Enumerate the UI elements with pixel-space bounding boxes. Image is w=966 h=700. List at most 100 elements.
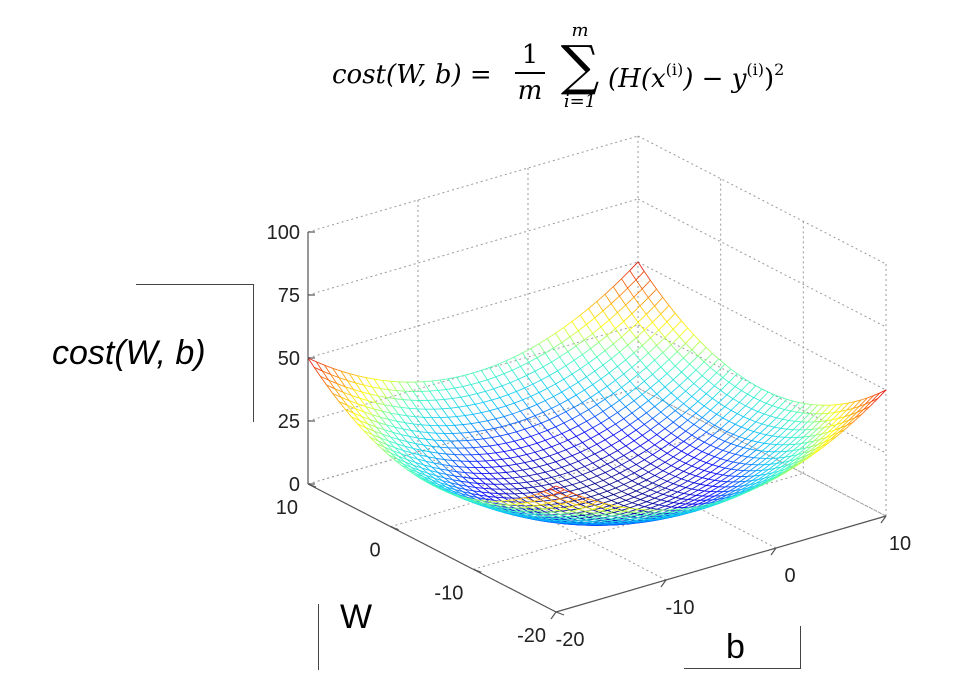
mesh-segment	[412, 448, 420, 456]
mesh-segment	[536, 473, 544, 480]
mesh-segment	[409, 407, 418, 410]
mesh-segment	[545, 511, 552, 514]
mesh-segment	[404, 422, 414, 425]
mesh-segment	[547, 463, 554, 471]
mesh-segment	[406, 415, 414, 425]
mesh-segment	[495, 418, 503, 427]
grid-line-wall-w	[307, 198, 639, 296]
mesh-segment	[473, 490, 482, 493]
mesh-segment	[359, 420, 369, 425]
mesh-segment	[639, 360, 647, 368]
mesh-segment	[631, 313, 639, 323]
mesh-segment	[431, 484, 439, 489]
mesh-segment	[716, 363, 726, 373]
mesh-segment	[531, 493, 538, 497]
mesh-segment	[712, 435, 719, 439]
mesh-segment	[543, 407, 552, 413]
mesh-segment	[685, 499, 695, 505]
mesh-segment	[813, 439, 821, 442]
mesh-segment	[355, 382, 364, 386]
mesh-segment	[396, 443, 406, 447]
mesh-segment	[739, 402, 746, 407]
mesh-segment	[415, 443, 422, 451]
mesh-segment	[743, 377, 750, 383]
mesh-segment	[567, 399, 575, 408]
mesh-segment	[704, 485, 713, 492]
mesh-segment	[745, 463, 752, 466]
mesh-segment	[538, 392, 546, 401]
mesh-segment	[621, 506, 631, 509]
mesh-segment	[782, 410, 792, 420]
mesh-segment	[499, 466, 507, 473]
mesh-segment	[402, 399, 410, 409]
mesh-segment	[565, 502, 573, 507]
mesh-segment	[584, 462, 593, 467]
mesh-segment	[623, 505, 631, 509]
mesh-segment	[617, 304, 626, 313]
mesh-segment	[637, 313, 647, 323]
mesh-segment	[561, 342, 569, 352]
mesh-segment	[448, 484, 457, 488]
mesh-segment	[819, 442, 829, 450]
mesh-segment	[623, 484, 631, 489]
mesh-segment	[642, 429, 651, 436]
mesh-segment	[668, 305, 676, 314]
mesh-segment	[541, 483, 550, 487]
mesh-segment	[447, 378, 455, 389]
mesh-segment	[487, 420, 495, 429]
mesh-segment	[671, 506, 678, 508]
mesh-segment	[625, 496, 635, 501]
mesh-segment	[481, 491, 490, 494]
mesh-segment	[761, 415, 771, 425]
mesh-segment	[708, 380, 715, 387]
mesh-segment	[695, 369, 703, 376]
mesh-segment	[501, 423, 511, 428]
mesh-segment	[584, 489, 593, 494]
mesh-segment	[357, 375, 366, 379]
mesh-segment	[869, 398, 879, 408]
mesh-segment	[633, 288, 643, 298]
mesh-segment	[491, 466, 499, 474]
z-tick-label: 25	[278, 411, 300, 433]
mesh-segment	[557, 489, 565, 494]
mesh-segment	[549, 455, 556, 463]
mesh-segment	[348, 373, 356, 384]
mesh-segment	[557, 508, 565, 512]
mesh-segment	[479, 478, 486, 485]
mesh-segment	[753, 397, 761, 401]
mesh-segment	[534, 411, 544, 417]
mesh-segment	[316, 361, 325, 366]
mesh-segment	[561, 386, 571, 393]
mesh-segment	[687, 419, 695, 425]
mesh-segment	[582, 471, 591, 476]
mesh-segment	[443, 399, 451, 409]
mesh-segment	[588, 448, 596, 455]
mesh-segment	[402, 450, 410, 457]
mesh-segment	[679, 419, 688, 428]
mesh-segment	[710, 402, 719, 411]
mesh-segment	[447, 416, 455, 426]
mesh-segment	[382, 448, 389, 456]
mesh-segment	[728, 486, 738, 492]
mesh-segment	[382, 433, 389, 442]
grid-line-floor-w	[390, 430, 721, 528]
grid-line-wall-b	[637, 261, 887, 391]
mesh-segment	[386, 424, 393, 433]
mesh-segment	[466, 485, 474, 492]
mesh-segment	[577, 381, 585, 391]
mesh-segment	[660, 305, 670, 315]
mesh-segment	[555, 333, 563, 343]
mesh-segment	[594, 453, 602, 460]
mesh-segment	[542, 411, 550, 420]
mesh-segment	[669, 495, 676, 499]
mesh-segment	[757, 434, 767, 443]
mesh-segment	[852, 414, 862, 423]
mesh-segment	[706, 462, 713, 466]
mesh-segment	[557, 449, 567, 454]
mesh-segment	[584, 504, 592, 508]
mesh-segment	[836, 403, 843, 406]
mesh-segment	[400, 453, 410, 457]
mesh-segment	[400, 453, 408, 460]
mesh-segment	[708, 491, 717, 497]
mesh-segment	[466, 485, 476, 488]
